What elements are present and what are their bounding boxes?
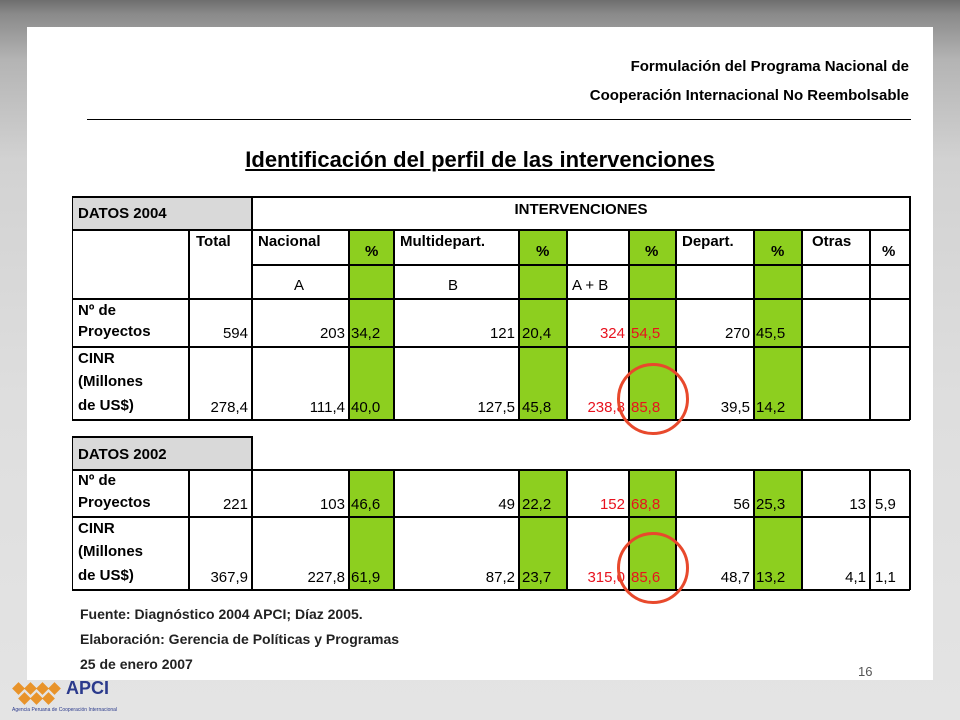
- row-proyectos-label-1: Nº de: [78, 302, 116, 319]
- highlight-circle-2004: [617, 363, 689, 435]
- note-elaboration: Elaboración: Gerencia de Políticas y Pro…: [80, 631, 400, 647]
- row-proyectos-label-2: Proyectos: [78, 323, 151, 340]
- apci-logo-mark-icon: [12, 682, 61, 705]
- header-divider: [87, 119, 911, 120]
- cell-2002-cinr-total: 367,9: [210, 569, 248, 586]
- cell-2004-cinr-depart: 39,5: [720, 399, 750, 416]
- cell-2004-cinr-nacional: 111,4: [309, 399, 345, 416]
- row-cinr-2002-label-3: de US$): [78, 567, 134, 584]
- row-cinr-2002-label-1: CINR: [78, 520, 115, 537]
- cell-2004-cinr-pct-nacional: 40,0: [351, 399, 381, 416]
- cell-2002-cinr-otras: 4,1: [845, 569, 866, 586]
- cell-2002-cinr-pct-depart: 13,2: [756, 569, 786, 586]
- note-date: 25 de enero 2007: [80, 656, 193, 672]
- cell-2004-proy-nacional: 203: [319, 325, 345, 342]
- header-line-1: Formulación del Programa Nacional de: [630, 58, 909, 75]
- label-intervenciones: INTERVENCIONES: [514, 201, 648, 218]
- cell-2002-proy-total: 221: [222, 496, 248, 513]
- row-cinr-label-3: de US$): [78, 397, 134, 414]
- sub-ab: A + B: [572, 277, 609, 294]
- sub-a: A: [294, 277, 305, 294]
- row-proyectos-2002-label-2: Proyectos: [78, 494, 151, 511]
- col-multidepart: Multidepart.: [400, 233, 485, 250]
- cell-2002-proy-pct-nacional: 46,6: [351, 496, 381, 513]
- apci-logo: APCI Agencia Peruana de Cooperación Inte…: [12, 670, 132, 718]
- row-cinr-label-2: (Millones: [78, 373, 144, 390]
- col-nacional: Nacional: [258, 233, 321, 250]
- row-cinr-2002-label-2: (Millones: [78, 543, 144, 560]
- col-depart: Depart.: [682, 233, 734, 250]
- sub-b: B: [448, 277, 459, 294]
- cell-2002-proy-ab: 152: [599, 496, 625, 513]
- cell-2004-cinr-ab: 238,8: [587, 399, 625, 416]
- apci-logo-text: APCI: [66, 678, 110, 698]
- data-table: DATOS 2004 INTERVENCIONES Total Nacional…: [72, 195, 912, 620]
- cell-2004-proy-pct-depart: 45,5: [756, 325, 786, 342]
- cell-2002-cinr-multi: 87,2: [485, 569, 515, 586]
- cell-2002-cinr-pct-multi: 23,7: [522, 569, 552, 586]
- cell-2002-proy-pct-multi: 22,2: [522, 496, 552, 513]
- highlight-circle-2002: [617, 532, 689, 604]
- col-pct-multi: %: [536, 243, 550, 260]
- cell-2002-proy-depart: 56: [733, 496, 750, 513]
- label-datos-2002: DATOS 2002: [78, 446, 167, 463]
- cell-2002-cinr-pct-otras: 1,1: [875, 569, 896, 586]
- cell-2002-proy-multi: 49: [498, 496, 515, 513]
- col-pct-ab: %: [645, 243, 659, 260]
- cell-2004-proy-pct-multi: 20,4: [522, 325, 552, 342]
- cell-2002-cinr-nacional: 227,8: [307, 569, 345, 586]
- page-number: 16: [858, 664, 873, 679]
- cell-2002-proy-pct-otras: 5,9: [875, 496, 896, 513]
- slide-title: Identificación del perfil de las interve…: [245, 147, 715, 172]
- cell-2004-cinr-pct-multi: 45,8: [522, 399, 552, 416]
- label-datos-2004: DATOS 2004: [78, 205, 167, 222]
- row-proyectos-2002-label-1: Nº de: [78, 472, 116, 489]
- cell-2004-proy-pct-nacional: 34,2: [351, 325, 381, 342]
- cell-2002-cinr-depart: 48,7: [720, 569, 750, 586]
- col-pct-depart: %: [771, 243, 785, 260]
- cell-2002-proy-otras: 13: [849, 496, 866, 513]
- cell-2002-proy-pct-ab: 68,8: [631, 496, 661, 513]
- cell-2002-cinr-pct-nacional: 61,9: [351, 569, 381, 586]
- apci-logo-subtitle: Agencia Peruana de Cooperación Internaci…: [12, 707, 118, 713]
- cell-2002-cinr-ab: 315,0: [587, 569, 625, 586]
- cell-2004-cinr-multi: 127,5: [477, 399, 515, 416]
- col-pct-otras: %: [882, 243, 896, 260]
- cell-2004-proy-depart: 270: [724, 325, 750, 342]
- cell-2004-proy-pct-ab: 54,5: [631, 325, 661, 342]
- cell-2004-proy-multi: 121: [489, 325, 515, 342]
- cell-2004-cinr-pct-depart: 14,2: [756, 399, 786, 416]
- cell-2002-proy-nacional: 103: [319, 496, 345, 513]
- cell-2004-proy-ab: 324: [599, 325, 625, 342]
- cell-2004-cinr-total: 278,4: [210, 399, 248, 416]
- note-source: Fuente: Diagnóstico 2004 APCI; Díaz 2005…: [80, 606, 363, 622]
- col-otras: Otras: [812, 233, 852, 250]
- header-line-2: Cooperación Internacional No Reembolsabl…: [589, 87, 909, 104]
- col-pct-nacional: %: [365, 243, 379, 260]
- cell-2002-proy-pct-depart: 25,3: [756, 496, 786, 513]
- row-cinr-label-1: CINR: [78, 350, 115, 367]
- col-total: Total: [196, 233, 231, 250]
- cell-2004-proy-total: 594: [222, 325, 248, 342]
